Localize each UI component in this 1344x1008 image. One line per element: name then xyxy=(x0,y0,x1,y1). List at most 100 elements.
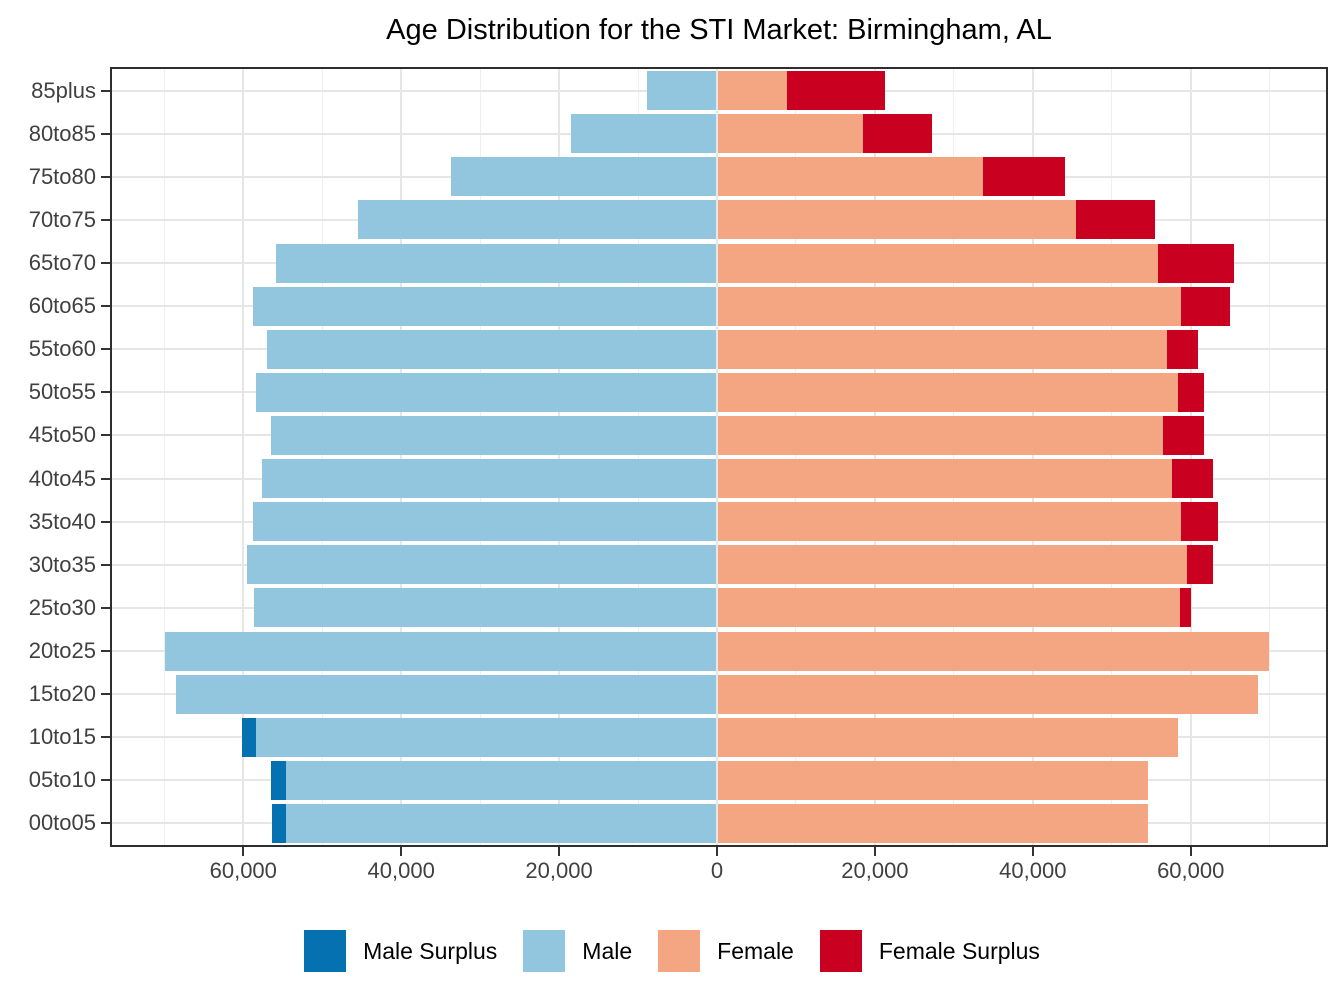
gridline-vertical-minor xyxy=(795,69,797,845)
bar-male xyxy=(450,157,716,197)
legend-swatch-male xyxy=(523,930,566,972)
gridline-vertical-major xyxy=(400,69,403,845)
x-tick-mark xyxy=(242,847,245,856)
y-tick-label: 30to35 xyxy=(28,551,96,577)
bar-male xyxy=(570,114,716,154)
legend-swatch-male-surplus xyxy=(304,930,347,972)
bar-male xyxy=(256,717,716,757)
legend: Male Surplus Male Female Female Surplus xyxy=(0,930,1344,972)
x-tick-label: 40,000 xyxy=(999,858,1067,883)
gridline-vertical-major xyxy=(1031,69,1034,845)
x-tick-label: 40,000 xyxy=(367,858,435,883)
y-tick-label: 55to60 xyxy=(28,336,96,362)
bar-female-surplus xyxy=(1186,545,1214,585)
bar-female xyxy=(718,372,1179,412)
bar-male-surplus xyxy=(270,760,287,800)
y-tick-label: 75to80 xyxy=(28,163,96,189)
bar-female xyxy=(718,803,1149,843)
bar-female xyxy=(718,588,1180,628)
bar-female xyxy=(718,674,1259,714)
bar-female xyxy=(718,286,1182,326)
y-tick-mark xyxy=(101,391,110,394)
bar-female-surplus xyxy=(1076,200,1156,240)
bar-male xyxy=(164,631,716,671)
bar-female xyxy=(718,502,1182,542)
bar-female xyxy=(718,243,1158,283)
y-tick-label: 60to65 xyxy=(28,293,96,319)
gridline-vertical-minor xyxy=(479,69,481,845)
x-tick-mark xyxy=(716,847,718,856)
x-tick-mark xyxy=(873,847,876,856)
gridline-vertical-minor xyxy=(321,69,323,845)
y-tick-mark xyxy=(101,779,110,782)
bar-male-surplus xyxy=(272,803,286,843)
gridline-vertical-minor xyxy=(163,69,165,845)
y-tick-mark xyxy=(101,477,110,480)
bar-female xyxy=(718,200,1077,240)
y-tick-mark xyxy=(101,563,110,566)
gridline-vertical-major xyxy=(242,69,245,845)
legend-swatch-female xyxy=(658,930,701,972)
y-tick-label: 80to85 xyxy=(28,120,96,146)
y-tick-mark xyxy=(101,175,110,178)
bar-female xyxy=(718,459,1172,499)
bar-male xyxy=(247,545,716,585)
bar-female-surplus xyxy=(983,157,1065,197)
bar-female-surplus xyxy=(787,71,885,111)
bar-female xyxy=(718,114,864,154)
y-tick-label: 10to15 xyxy=(28,724,96,750)
y-tick-label: 25to30 xyxy=(28,594,96,620)
y-tick-mark xyxy=(101,736,110,739)
y-tick-label: 45to50 xyxy=(28,422,96,448)
bar-female-surplus xyxy=(1178,372,1205,412)
gridline-vertical-major xyxy=(1189,69,1192,845)
y-tick-mark xyxy=(101,218,110,221)
gridline-vertical-minor xyxy=(953,69,955,845)
bar-female xyxy=(718,545,1187,585)
y-tick-label: 65to70 xyxy=(28,250,96,275)
y-tick-mark xyxy=(101,693,110,696)
y-tick-label: 50to55 xyxy=(28,379,96,405)
bar-male xyxy=(255,372,716,412)
x-tick-label: 0 xyxy=(710,858,724,883)
gridline-vertical-minor xyxy=(1111,69,1113,845)
plot-area xyxy=(112,69,1326,845)
y-tick-mark xyxy=(101,305,110,308)
gridline-vertical-major xyxy=(558,69,561,845)
bar-female xyxy=(718,631,1270,671)
legend-label: Female xyxy=(717,937,794,964)
bar-male xyxy=(285,803,716,843)
legend-label: Male xyxy=(582,937,633,964)
legend-item-male: Male xyxy=(523,930,632,972)
y-tick-mark xyxy=(101,89,110,92)
y-tick-mark xyxy=(101,262,110,264)
bar-male xyxy=(286,760,716,800)
y-tick-mark xyxy=(101,606,110,609)
y-tick-label: 85plus xyxy=(31,77,96,103)
bar-female xyxy=(718,760,1148,800)
x-tick-mark xyxy=(558,847,561,856)
x-tick-label: 60,000 xyxy=(209,858,277,883)
gridline-vertical-major xyxy=(716,69,718,845)
bar-female-surplus xyxy=(1171,459,1214,499)
bar-male xyxy=(252,286,716,326)
bar-male xyxy=(254,588,716,628)
bar-male xyxy=(646,71,716,111)
bar-male xyxy=(175,674,716,714)
bar-male xyxy=(357,200,716,240)
y-tick-label: 35to40 xyxy=(28,508,96,534)
legend-item-female-surplus: Female Surplus xyxy=(819,930,1040,972)
bar-male xyxy=(252,502,716,542)
y-tick-mark xyxy=(101,650,110,652)
bar-female xyxy=(718,415,1164,455)
bar-female xyxy=(718,717,1178,757)
x-tick-mark xyxy=(1189,847,1192,856)
bar-male xyxy=(270,415,716,455)
x-tick-label: 20,000 xyxy=(525,858,593,883)
y-tick-label: 70to75 xyxy=(28,206,96,232)
bar-male-surplus xyxy=(242,717,257,757)
x-tick-label: 20,000 xyxy=(841,858,909,883)
y-tick-mark xyxy=(101,348,110,351)
bar-female xyxy=(718,329,1168,369)
